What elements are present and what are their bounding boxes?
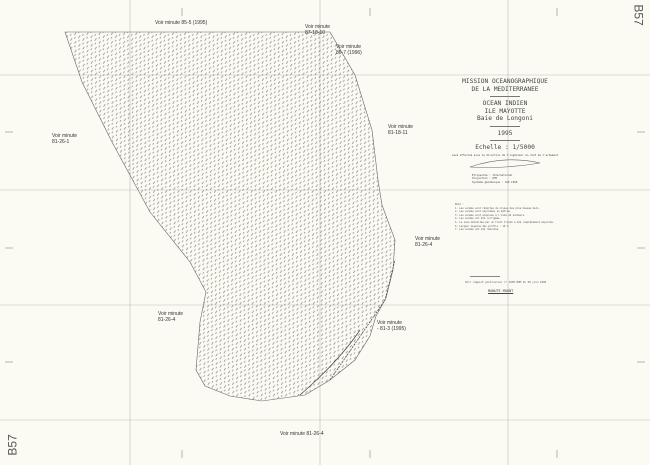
divider [490, 125, 520, 127]
minute-label-ref: 85-7 (1996) [336, 50, 362, 56]
projection-value: International [492, 173, 513, 177]
note: 1. Les sondes sont réduites du niveau de… [455, 206, 540, 210]
note: 6. Largeur moyenne des profils : 10 m [455, 224, 509, 228]
minute-label-ref: 81-18-11 [388, 130, 408, 136]
note: 7. Les sondes ont été réduites. [455, 228, 500, 232]
projection-info: Ellipsoïde : International Projection : … [472, 173, 518, 184]
projection-value: CAD 1950 [504, 180, 518, 184]
scale: Echelle : 1/5000 [475, 144, 535, 151]
minute-label-ref: 81-26-4 [158, 317, 176, 323]
organization-line: DE LA MEDITERRANEE [471, 85, 539, 93]
minute-label: Voir minute 81-26-4 [280, 431, 324, 437]
minute-label-title: Voir minute [388, 124, 414, 130]
minute-label: Voir minute 81-26-1 [52, 133, 77, 145]
note: 5. La zone délimitée par un trait tireté… [455, 220, 555, 224]
minute-label-ref: - 81-3 (1995) [377, 326, 406, 332]
minute-label: Voir minute 81-26-4 [158, 311, 183, 323]
region-line: ILE MAYOTTE [484, 107, 526, 115]
region-line: OCEAN INDIEN [482, 100, 528, 107]
minute-label-title: Voir minute [305, 24, 331, 30]
region-line: Baie de Longoni [477, 115, 533, 122]
minute-label-title: Voir minute [158, 311, 184, 317]
surveyed-area [64, 31, 396, 402]
report-reference: Voir rapport particulier n° 1995 MOM du … [465, 281, 547, 284]
minute-label-title: Voir minute [52, 133, 78, 139]
minute-label-ref: 81-26-1 [52, 139, 70, 145]
tick-marks [5, 8, 645, 458]
notes-heading: Nota : [455, 203, 464, 206]
signature: MANUTE MOUNT [488, 289, 514, 293]
divider [470, 276, 500, 277]
title-block: MISSION OCEANOGRAPHIQUE DE LA MEDITERRAN… [450, 78, 560, 184]
minute-label-title: Voir minute [336, 44, 362, 50]
divider [490, 96, 520, 97]
note: 4. Les sondes ont été corrigées. [455, 217, 502, 221]
minute-label-title: Voir minute [415, 236, 441, 242]
coast-contour [299, 329, 361, 396]
reef-contour [329, 259, 396, 381]
note: 3. Les sondes sont acquises à l'aide de … [455, 213, 526, 217]
projection-label: Projection [472, 177, 488, 180]
projection-label: Ellipsoïde [472, 173, 488, 177]
minute-label-ref: 87-18-10 [305, 30, 326, 36]
minute-label-title: Voir minute [377, 320, 403, 326]
divider [490, 140, 520, 141]
survey-year: 1995 [497, 129, 513, 137]
minute-label: Voir minute 81-26-4 [415, 236, 440, 248]
minute-label-ref: 81-26-4 [415, 242, 433, 248]
minute-label: Voir minute - 81-3 (1995) [377, 320, 406, 332]
minute-label: Voir minute 85-5 (1995) [155, 20, 208, 26]
signature-flourish [469, 159, 541, 168]
sheet-code-bottom: B57 [5, 434, 20, 456]
minute-label: Voir minute 85-7 (1996) [336, 44, 362, 56]
note: 2. Les sondes sont exprimées en mètres. [455, 210, 512, 214]
sheet-code-top: B57 [631, 4, 646, 26]
notes-block: Nota : 1. Les sondes sont réduites du ni… [455, 203, 575, 232]
minute-label: Voir minute 81-18-11 [388, 124, 413, 136]
projection-value: UTM [492, 177, 497, 180]
organization-line: MISSION OCEANOGRAPHIQUE [462, 78, 548, 85]
projection-label: Système géodésique [472, 180, 501, 184]
credit: Levé effectué sous la direction de l'ing… [451, 153, 559, 157]
minute-label: Voir minute 87-18-10 [305, 24, 330, 36]
